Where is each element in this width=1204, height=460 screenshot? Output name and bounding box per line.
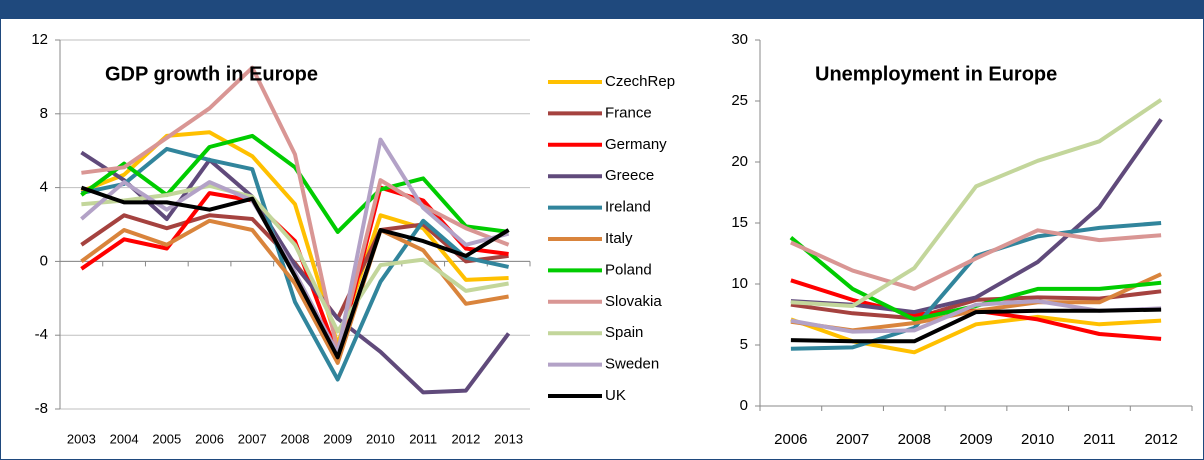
x-tick-label: 2010	[366, 431, 395, 446]
y-tick-label: 5	[740, 336, 748, 353]
y-tick-label: -4	[35, 326, 48, 343]
x-tick-label: 2011	[1083, 431, 1115, 448]
legend-label: Greece	[605, 167, 654, 184]
y-tick-label: 8	[40, 105, 48, 122]
y-tick-label: 25	[731, 92, 748, 109]
legend-label: Ireland	[605, 199, 651, 216]
legend-label: Slovakia	[605, 293, 662, 310]
y-tick-label: 10	[731, 275, 748, 292]
x-tick-label: 2006	[774, 431, 807, 448]
x-tick-label: 2009	[323, 431, 352, 446]
chart-title: Unemployment in Europe	[815, 63, 1057, 85]
legend-label: Sweden	[605, 356, 659, 373]
series-line	[80, 146, 510, 382]
x-tick-label: 2004	[110, 431, 139, 446]
x-tick-label: 2013	[494, 431, 523, 446]
y-tick-label: 20	[731, 153, 748, 170]
series-line	[790, 289, 1162, 321]
header-band	[0, 0, 1204, 18]
y-tick-label: 15	[731, 214, 748, 231]
legend-label: Germany	[605, 136, 667, 153]
series-line	[80, 133, 509, 234]
series-line	[80, 185, 509, 358]
series-line	[80, 185, 510, 360]
series-line	[81, 65, 510, 354]
x-tick-label: 2006	[195, 431, 224, 446]
x-tick-label: 2009	[959, 431, 992, 448]
x-tick-label: 2008	[898, 431, 931, 448]
legend-label: UK	[605, 387, 626, 404]
legend-label: France	[605, 104, 652, 121]
series-line	[81, 183, 509, 334]
y-tick-label: -8	[35, 400, 48, 417]
series-line	[80, 150, 511, 395]
legend-label: CzechRep	[605, 73, 675, 90]
x-tick-label: 2007	[836, 431, 869, 448]
legend-label: Italy	[605, 230, 633, 247]
y-tick-label: 30	[731, 31, 748, 48]
x-tick-label: 2008	[281, 431, 310, 446]
x-tick-label: 2012	[1144, 431, 1177, 448]
y-tick-label: 12	[31, 31, 48, 48]
x-tick-label: 2011	[409, 431, 437, 446]
series-line	[790, 221, 1162, 351]
chart-title: GDP growth in Europe	[105, 63, 318, 85]
series-line	[790, 228, 1162, 291]
legend-label: Poland	[605, 261, 652, 278]
series-line	[790, 98, 1163, 308]
y-tick-label: 0	[740, 397, 748, 414]
y-tick-label: 0	[40, 252, 48, 269]
x-tick-label: 2003	[67, 431, 96, 446]
x-tick-label: 2005	[152, 431, 181, 446]
x-tick-label: 2010	[1021, 431, 1054, 448]
x-tick-label: 2007	[238, 431, 267, 446]
y-tick-label: 4	[40, 179, 48, 196]
x-tick-label: 2012	[451, 431, 480, 446]
series-line	[790, 307, 1162, 344]
legend-label: Spain	[605, 324, 643, 341]
